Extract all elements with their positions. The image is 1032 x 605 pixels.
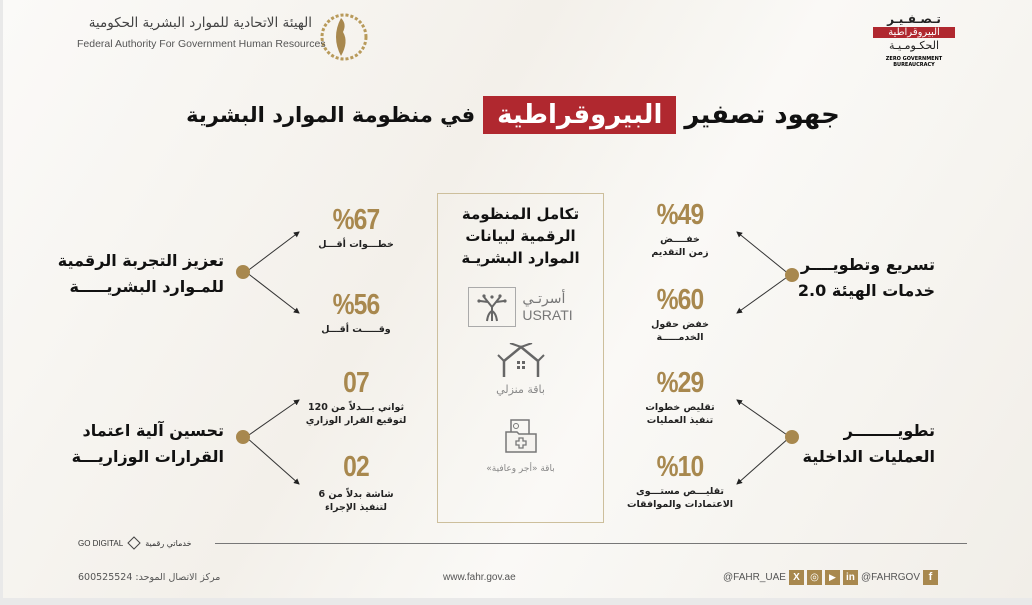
heading-internal-operations: تطويــــــــر العمليات الداخلية	[802, 421, 935, 466]
center-panel: تكامل المنظومة الرقمية لبيانات الموارد الب…	[437, 193, 604, 523]
title-part2: في منظومة الموارد البشرية	[186, 103, 476, 127]
fahr-emblem-icon	[319, 12, 369, 62]
stat-card: %56 وقـــــت أقـــل	[321, 289, 391, 335]
website-link[interactable]: www.fahr.gov.ae	[443, 572, 516, 583]
heading-ministerial-decisions: تحسين آلية اعتماد القرارات الوزاريـــة	[71, 421, 224, 466]
org-name-en: Federal Authority For Government Human R…	[77, 38, 326, 50]
stat-card: 02 شاشة بدلاً من 6 لتنفيذ الإجراء	[318, 451, 394, 513]
facebook-icon[interactable]: f	[923, 570, 939, 585]
x-icon[interactable]: X	[788, 570, 804, 585]
title-part1: جهود تصفير	[684, 100, 840, 130]
stat-card: %60 خفض حقول الخدمـــــة	[651, 284, 709, 343]
instagram-icon[interactable]: ◎	[806, 570, 822, 585]
linkedin-icon[interactable]: in	[842, 570, 858, 585]
social-links: @FAHR_UAE X ◎ ▶ in @FAHRGOV f	[723, 570, 939, 585]
house-tree-icon	[496, 342, 545, 377]
footer-divider	[215, 543, 967, 544]
youtube-icon[interactable]: ▶	[824, 570, 840, 585]
stat-card: %29 تقليص خطوات تنفيذ العمليات	[645, 367, 715, 426]
connector-dot	[785, 268, 799, 282]
usrati-logo: أسرتـي USRATI	[438, 287, 603, 327]
facebook-handle[interactable]: @FAHRGOV	[860, 572, 921, 583]
x-handle[interactable]: @FAHR_UAE	[723, 572, 786, 583]
infographic: الهيئة الاتحادية للموارد البشرية الحكومي…	[3, 0, 1032, 598]
go-digital-logo: GO DIGITAL خدماتي رقمية	[78, 536, 192, 550]
zero-bureaucracy-logo: تـصـفـيـر البيروقراطية الحكـومـيـة ZERO …	[869, 12, 959, 68]
health-package-logo: باقة «أجر وعافية»	[438, 418, 603, 474]
connector-dot	[785, 430, 799, 444]
title-highlight: البيروقراطية	[483, 96, 677, 134]
center-heading: تكامل المنظومة الرقمية لبيانات الموارد الب…	[461, 205, 580, 267]
stat-card: 07 ثواني بـــدلاً من 120 لتوقيع القرار الو…	[305, 367, 407, 426]
heading-services-2: تسريع وتطويــــر خدمات الهيئة 2.0	[797, 255, 935, 300]
stat-card: %10 تقليـــص مستـــوى الاعتمادات والموافقا…	[626, 451, 734, 510]
call-center: مركز الاتصال الموحد: 600525524	[78, 572, 221, 583]
connector-arrows	[245, 231, 791, 485]
diamond-icon	[127, 536, 141, 550]
org-name-ar: الهيئة الاتحادية للموارد البشرية الحكومي…	[88, 15, 312, 31]
manzili-logo: باقة منزلي	[438, 342, 603, 396]
connector-dot	[236, 265, 250, 279]
stat-card: %67 خطـــوات أقـــل	[318, 204, 394, 250]
heading-digital-experience: تعزيز التجربة الرقمية للمـوارد البشريــــ…	[57, 251, 224, 296]
medical-folder-icon	[504, 419, 537, 453]
tree-icon	[468, 287, 517, 327]
connector-dot	[236, 430, 250, 444]
stat-card: %49 خفــــض زمن التقديم	[651, 199, 709, 258]
page-title: جهود تصفير البيروقراطية في منظومة الموار…	[163, 96, 863, 134]
